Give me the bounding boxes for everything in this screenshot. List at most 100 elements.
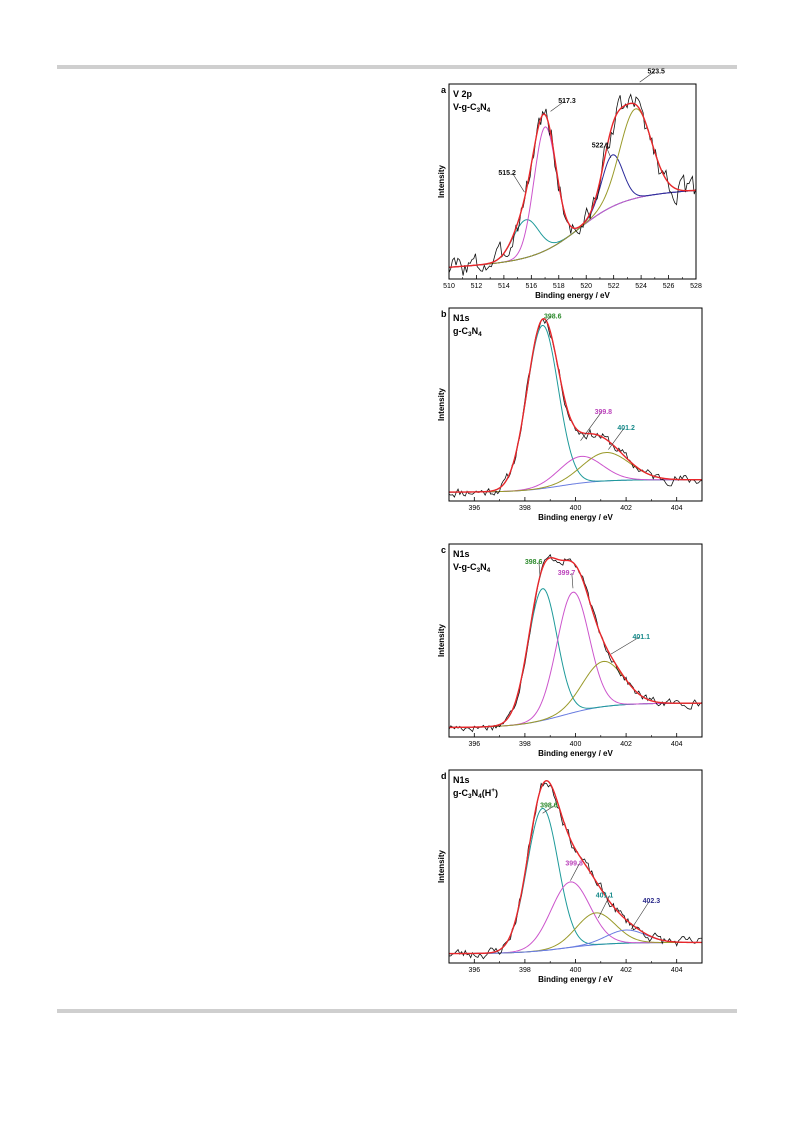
x-tick-label: 398	[519, 505, 531, 512]
peak-401-1	[449, 912, 702, 955]
x-tick-label: 512	[471, 283, 483, 290]
bottom-rule	[57, 1009, 737, 1013]
peak-402-3	[449, 929, 702, 955]
background-line	[449, 941, 702, 955]
background-line	[449, 189, 696, 268]
annotation-leader	[538, 561, 541, 578]
plot-area	[449, 317, 702, 498]
chart-title-line2: V-g-C3N4	[453, 102, 491, 114]
peak-401-2	[449, 452, 702, 493]
peak-annotation: 523.5	[647, 69, 665, 76]
x-tick-label: 516	[525, 283, 537, 290]
x-tick-label: 402	[620, 741, 632, 748]
peak-annotation: 515.2	[498, 170, 516, 177]
peak-annotation: 522.1	[592, 143, 610, 150]
envelope-fit-line	[449, 779, 702, 955]
x-tick-label: 400	[570, 967, 582, 974]
x-tick-label: 526	[663, 283, 675, 290]
x-tick-label: 400	[570, 505, 582, 512]
peak-annotation: 398.6	[540, 803, 558, 810]
chart-title-line1: N1s	[453, 775, 470, 785]
peak-annotation: 401.1	[633, 634, 651, 641]
raw-data-line	[449, 553, 702, 733]
background-line	[449, 479, 702, 493]
plot-area	[449, 93, 696, 276]
peak-annotation: 399.7	[558, 570, 576, 577]
chart-title-line1: N1s	[453, 313, 470, 323]
annotation-leader	[542, 805, 555, 814]
annotation-leader	[512, 172, 525, 193]
panel-b: 396 398 400 402 404 Binding energy / eV Intens…	[437, 307, 703, 522]
annotation-leader	[630, 900, 650, 930]
x-tick-label: 398	[519, 967, 531, 974]
envelope-fit-line	[449, 557, 702, 729]
x-tick-label: 404	[671, 505, 683, 512]
peak-annotation: 402.3	[643, 898, 661, 905]
top-rule	[57, 65, 737, 69]
peak-398-6	[449, 324, 702, 493]
x-tick-label: 514	[498, 283, 510, 290]
raw-data-line	[449, 782, 702, 960]
plot-area	[449, 779, 702, 960]
raw-data-line	[449, 318, 702, 498]
peak-523-5	[449, 108, 696, 268]
annotation-leader	[608, 427, 625, 450]
x-tick-label: 398	[519, 741, 531, 748]
x-tick-label: 520	[580, 283, 592, 290]
x-axis-label: Binding energy / eV	[535, 291, 610, 300]
peak-517-3	[449, 126, 696, 268]
y-axis-label: Intensity	[437, 388, 446, 421]
peak-annotation: 401.2	[617, 425, 635, 432]
x-tick-label: 518	[553, 283, 565, 290]
peak-399-7	[449, 591, 702, 728]
annotation-leader	[580, 411, 602, 441]
panel-label: a	[441, 85, 447, 95]
y-axis-label: Intensity	[437, 165, 446, 198]
envelope-fit-line	[449, 102, 696, 268]
x-tick-label: 510	[443, 283, 455, 290]
plot-area	[449, 553, 702, 733]
chart-title-line2: g-C3N4	[453, 326, 482, 338]
chart-title-line1: N1s	[453, 549, 470, 559]
x-axis-label: Binding energy / eV	[538, 975, 613, 984]
x-tick-label: 404	[671, 967, 683, 974]
panel-c: 396 398 400 402 404 Binding energy / eV Intens…	[437, 543, 703, 758]
x-axis-label: Binding energy / eV	[538, 513, 613, 522]
panel-label: b	[441, 309, 447, 319]
panel-d: 396 398 400 402 404 Binding energy / eV Intens…	[437, 769, 703, 984]
annotation-leader	[570, 863, 580, 881]
panel-a: 510 512 514 516 518 520 522 524 526 528 Binding en…	[437, 69, 702, 300]
peak-annotation: 398.6	[525, 559, 543, 566]
annotation-leader	[571, 573, 574, 589]
peak-401-1	[449, 660, 702, 728]
y-axis-label: Intensity	[437, 850, 446, 883]
x-tick-label: 528	[690, 283, 702, 290]
annotation-leader	[550, 100, 566, 112]
annotation-leader	[598, 895, 611, 919]
annotation-leader	[544, 316, 551, 323]
peak-398-6	[449, 807, 702, 955]
envelope-fit-line	[449, 317, 702, 493]
x-tick-label: 396	[468, 741, 480, 748]
x-tick-label: 404	[671, 741, 683, 748]
x-tick-label: 396	[468, 967, 480, 974]
chart-title-line2: V-g-C3N4	[453, 562, 491, 574]
annotation-leader	[639, 71, 655, 83]
annotation-leader	[605, 145, 612, 158]
panel-label: c	[441, 545, 446, 555]
x-tick-label: 400	[570, 741, 582, 748]
x-tick-label: 396	[468, 505, 480, 512]
x-tick-label: 402	[620, 967, 632, 974]
peak-399-8	[449, 455, 702, 493]
peak-annotation: 399.8	[595, 409, 613, 416]
x-axis-label: Binding energy / eV	[538, 749, 613, 758]
peak-annotation: 398.6	[544, 313, 562, 320]
peak-annotation: 399.8	[565, 861, 583, 868]
x-tick-label: 402	[620, 505, 632, 512]
peak-annotation: 401.1	[596, 893, 614, 900]
peak-398-6	[449, 588, 702, 728]
chart-title-line1: V 2p	[453, 89, 473, 99]
background-line	[449, 702, 702, 728]
raw-data-line	[449, 93, 696, 276]
